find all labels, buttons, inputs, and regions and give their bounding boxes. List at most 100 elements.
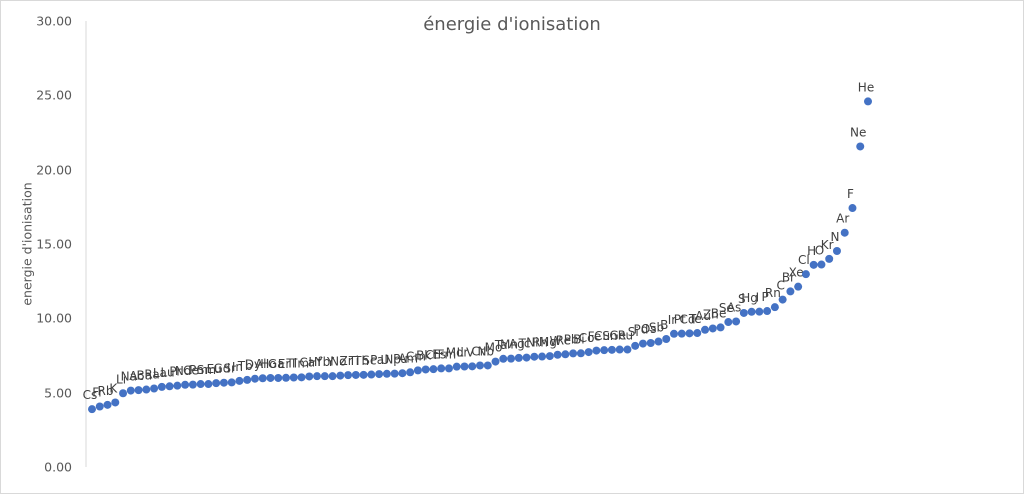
data-label: Sn: [602, 329, 617, 343]
data-label: Hf: [308, 355, 322, 369]
data-label: Mo: [485, 341, 503, 355]
data-label: Xe: [789, 266, 804, 280]
data-point: [212, 379, 221, 388]
data-point: [724, 318, 733, 327]
data-label: Md: [446, 346, 464, 360]
data-point: [476, 361, 484, 370]
data-point: [638, 339, 647, 348]
data-point: [437, 364, 446, 373]
data-label: Pt: [674, 313, 686, 327]
data-point: [235, 376, 244, 385]
data-point: [134, 386, 143, 395]
data-label: Lr: [457, 346, 469, 360]
data-label: Ta: [494, 338, 508, 352]
data-label: Eu: [207, 362, 222, 376]
data-label: Te: [688, 312, 702, 326]
data-label: N: [830, 230, 839, 244]
data-point: [832, 246, 841, 255]
y-tick-label: 20.00: [36, 162, 72, 178]
data-point: [491, 357, 500, 366]
data-label: Fm: [438, 347, 457, 361]
data-point: [576, 349, 585, 358]
data-point: [196, 380, 205, 389]
data-label: Ba: [137, 369, 153, 383]
data-point: [685, 329, 694, 338]
data-point: [662, 334, 671, 343]
data-point: [499, 354, 508, 363]
data-point: [320, 372, 329, 381]
data-point: [126, 386, 135, 395]
data-label: Am: [398, 351, 418, 365]
data-point: [646, 339, 655, 348]
data-label: La: [153, 366, 167, 380]
data-label: Sm: [197, 363, 216, 377]
data-point: [375, 370, 384, 379]
data-label: Pr: [169, 365, 181, 379]
data-point: [615, 345, 624, 354]
chart-title: énergie d'ionisation: [423, 14, 601, 35]
data-label: Ru: [618, 329, 633, 343]
data-point: [693, 329, 702, 338]
data-label: Yb: [314, 355, 330, 369]
data-label: Bi: [573, 332, 585, 346]
data-label: Cs: [83, 388, 98, 402]
data-label: Bk: [416, 348, 431, 362]
data-point: [778, 295, 787, 304]
data-point: [801, 270, 810, 279]
data-point: [111, 398, 120, 407]
data-point: [677, 329, 686, 338]
data-point: [747, 307, 756, 316]
data-point: [173, 381, 182, 390]
data-point: [250, 374, 259, 383]
data-label: Cd: [680, 312, 696, 326]
data-label: Er: [278, 357, 291, 371]
data-point: [770, 303, 779, 312]
data-label: S: [738, 292, 746, 306]
data-point: [825, 254, 834, 263]
data-label: Sb: [649, 321, 664, 335]
data-label: Pa: [370, 353, 384, 367]
y-tick-label: 5.00: [44, 385, 72, 401]
data-label: W: [550, 334, 562, 348]
data-label: Cr: [471, 344, 484, 358]
data-label: Tb: [237, 359, 253, 373]
data-label: Fr: [92, 385, 103, 399]
data-label: Tl: [285, 357, 297, 371]
data-label: Pu: [393, 352, 408, 366]
data-point: [258, 374, 267, 383]
data-label: Au: [695, 309, 711, 323]
data-point: [282, 373, 290, 382]
data-point: [607, 345, 616, 354]
data-point: [165, 382, 174, 391]
y-tick-label: 15.00: [36, 236, 72, 252]
data-label: Y: [326, 355, 335, 369]
data-label: Ne: [850, 125, 866, 139]
data-label: P: [761, 290, 768, 304]
data-label: Pb: [564, 332, 579, 346]
data-point: [809, 260, 818, 269]
data-label: Th: [353, 354, 369, 368]
data-point: [227, 378, 236, 387]
data-point: [817, 260, 826, 269]
data-point: [732, 317, 741, 326]
data-point: [351, 370, 360, 379]
data-label: Fe: [588, 330, 602, 344]
data-label: Hg: [741, 291, 758, 305]
data-label: Mn: [500, 338, 518, 352]
data-point: [421, 365, 430, 374]
data-label: Sc: [362, 354, 376, 368]
data-label: Rn: [765, 286, 781, 300]
data-label: Ge: [609, 329, 626, 343]
data-point: [848, 204, 857, 213]
data-point: [561, 350, 570, 359]
data-label: Tm: [289, 356, 309, 370]
data-point: [344, 371, 353, 380]
data-label: Ho: [260, 357, 276, 371]
data-label: Zn: [703, 307, 719, 321]
data-label: Pm: [189, 363, 208, 377]
data-point: [794, 282, 803, 291]
data-label: O: [815, 244, 824, 258]
data-point: [188, 380, 197, 389]
data-point: [274, 373, 283, 382]
data-point: [483, 361, 492, 370]
